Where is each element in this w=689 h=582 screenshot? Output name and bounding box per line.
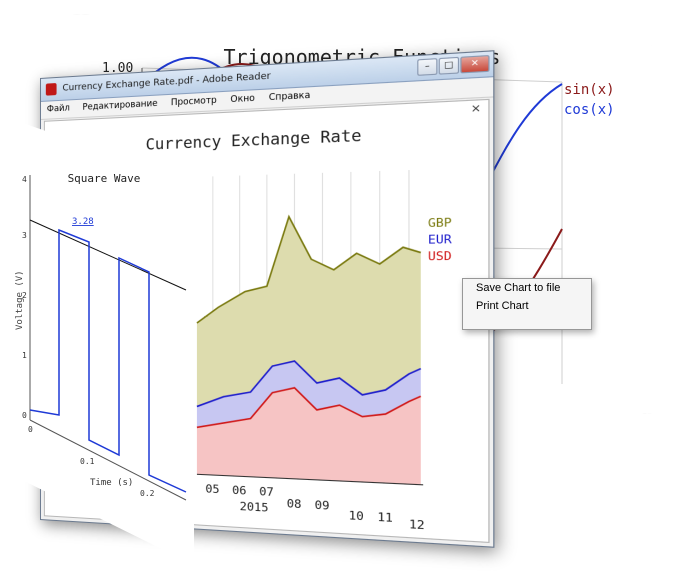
save-chart-menu-item[interactable]: Save Chart to file — [476, 282, 561, 294]
x-tick-05: 05 — [205, 482, 219, 497]
legend-gbp: GBP — [428, 215, 452, 230]
pdf-icon — [45, 83, 57, 96]
menu-edit[interactable]: Редактирование — [82, 98, 158, 113]
legend-cos: cos(x) — [564, 102, 615, 118]
legend-sin: sin(x) — [564, 82, 615, 98]
square-x-tick-0: 0 — [28, 425, 33, 434]
square-annotation: 3.28 — [72, 217, 94, 227]
currency-chart: Currency Exchange Rate GBP EUR USD 05 — [146, 127, 453, 533]
menu-view[interactable]: Просмотр — [170, 95, 217, 109]
x-tick-07: 07 — [259, 484, 273, 499]
legend-usd: USD — [428, 249, 452, 264]
x-tick-10: 10 — [349, 508, 364, 523]
square-y-tick-0: 0 — [22, 411, 27, 420]
square-wave-chart: Square Wave Voltage (V) 3.28 4 3 2 1 0 0… — [15, 172, 187, 501]
reader-window: Currency Exchange Rate.pdf - Adobe Reade… — [40, 50, 495, 548]
menu-window[interactable]: Окно — [230, 93, 255, 106]
square-ylabel: Voltage (V) — [15, 270, 25, 330]
close-doc-icon[interactable]: × — [470, 102, 481, 116]
x-tick-11: 11 — [377, 510, 392, 525]
square-title: Square Wave — [68, 172, 141, 185]
x-tick-08: 08 — [287, 496, 302, 511]
close-button[interactable]: ✕ — [460, 54, 490, 74]
square-xlabel: Time (s) — [90, 478, 133, 488]
square-x-tick-02: 0.2 — [140, 489, 155, 498]
x-tick-12: 12 — [409, 517, 425, 532]
menu-help[interactable]: Справка — [268, 90, 311, 104]
window-title: Currency Exchange Rate.pdf - Adobe Reade… — [62, 71, 271, 94]
square-x-axis — [29, 419, 187, 501]
chart-context-menu: Save Chart to file Print Chart — [462, 278, 592, 330]
x-tick-09: 09 — [315, 498, 330, 513]
threshold-line — [29, 219, 187, 291]
x-tick-06: 06 — [232, 483, 246, 498]
square-y-tick-3: 3 — [22, 231, 27, 240]
x-year-label: 2015 — [240, 499, 269, 515]
minimize-button[interactable]: – — [417, 58, 438, 76]
currency-title: Currency Exchange Rate — [146, 127, 362, 154]
square-x-tick-01: 0.1 — [80, 457, 95, 466]
menu-file[interactable]: Файл — [46, 103, 70, 115]
square-y-tick-2: 2 — [22, 291, 27, 300]
print-chart-menu-item[interactable]: Print Chart — [476, 300, 529, 312]
legend-eur: EUR — [428, 232, 452, 247]
square-wave-line — [29, 228, 187, 493]
document-view[interactable]: × Currency Exchange Rate GBP EUR USD — [43, 98, 490, 544]
square-y-tick-1: 1 — [22, 351, 27, 360]
maximize-button[interactable]: □ — [438, 56, 460, 75]
square-y-tick-4: 4 — [22, 175, 27, 184]
